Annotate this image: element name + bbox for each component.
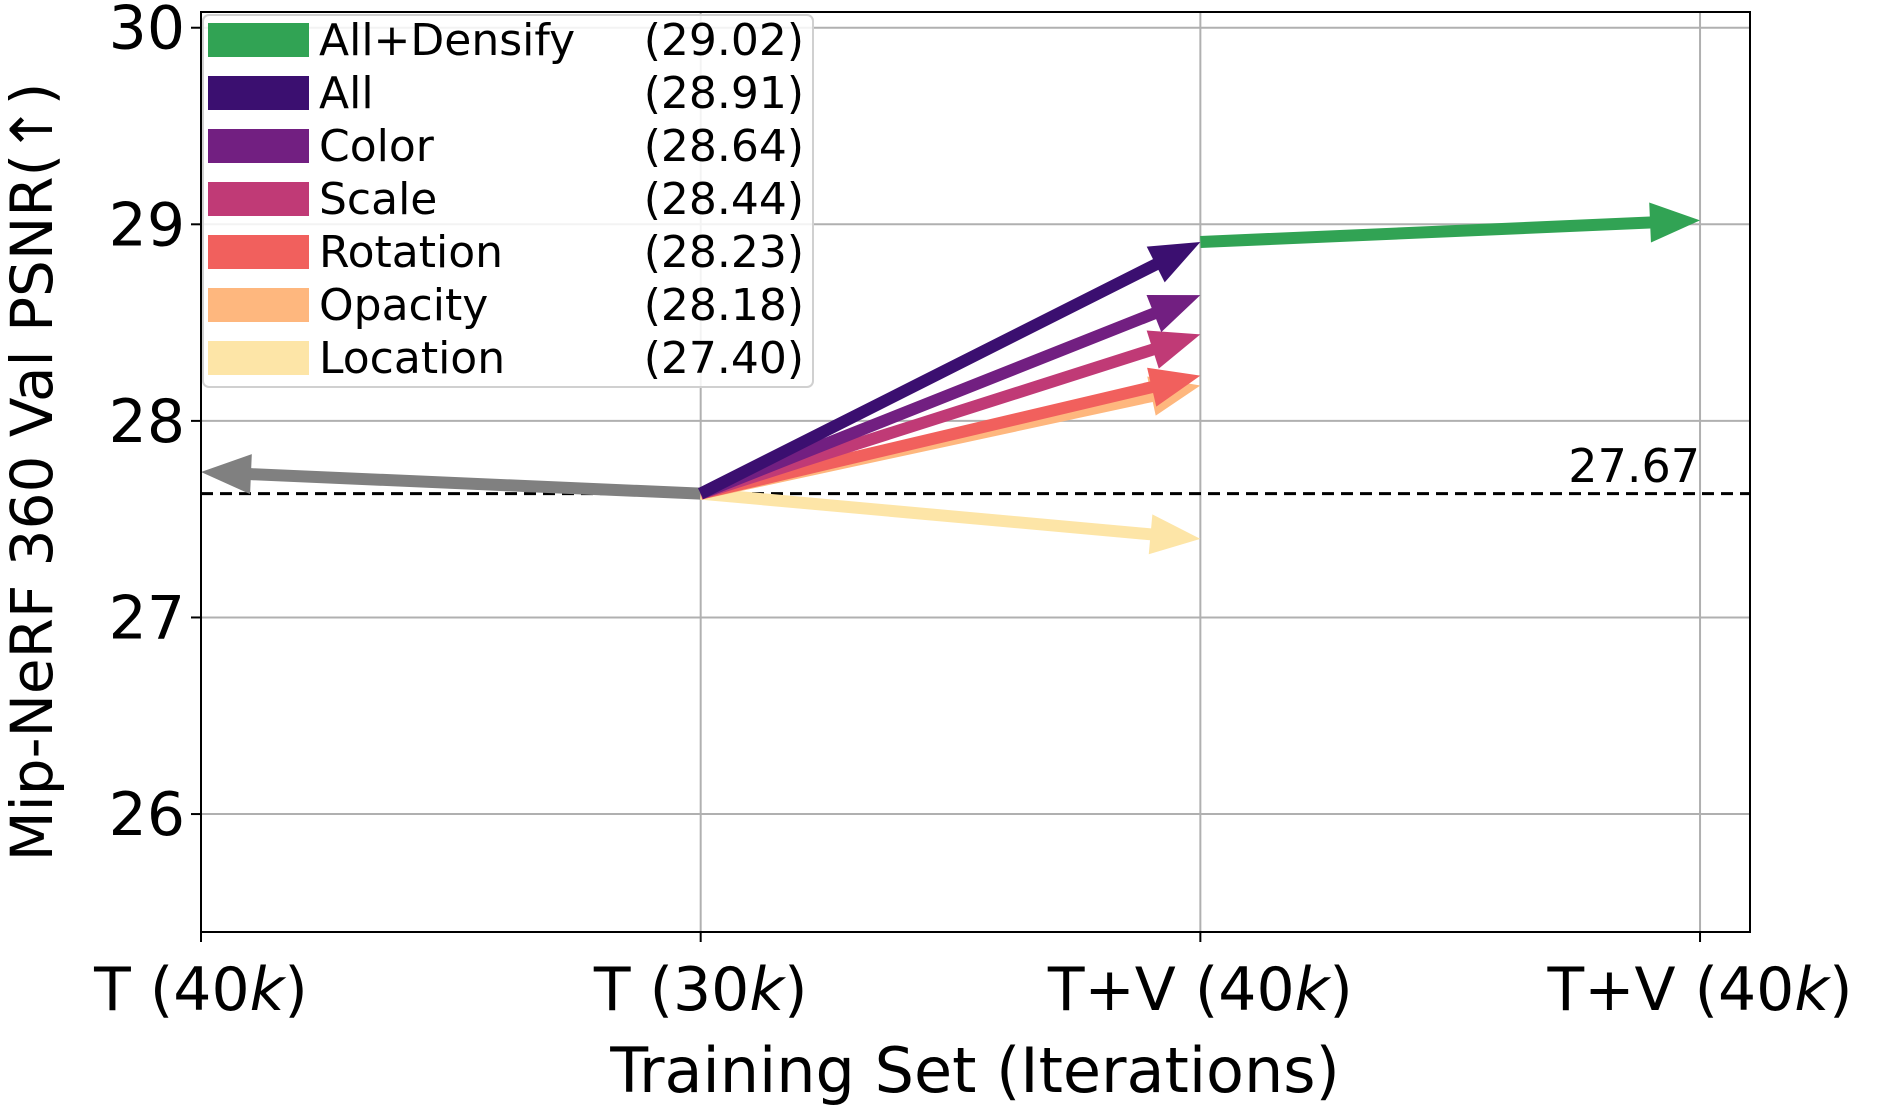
x-tick-k: k — [749, 955, 786, 1025]
arrow-all-densify — [1200, 202, 1701, 248]
legend-swatch — [208, 288, 309, 322]
legend-swatch — [208, 76, 309, 110]
x-tick-k: k — [250, 955, 287, 1025]
legend-swatch — [208, 129, 309, 163]
legend-value: (29.02) — [644, 15, 804, 66]
legend-swatch — [208, 235, 309, 269]
legend-value: (27.40) — [644, 333, 804, 384]
y-tick-label: 29 — [109, 190, 185, 260]
arrow-scale — [698, 330, 1201, 500]
x-tick-text: ) — [284, 955, 307, 1025]
legend-value: (28.64) — [644, 121, 804, 172]
y-tick-label: 27 — [109, 583, 185, 653]
legend-box — [202, 14, 814, 388]
x-axis-label: Training Set (Iterations) — [609, 1034, 1340, 1107]
arrows — [201, 202, 1750, 555]
x-tick-label: T (40k) — [93, 955, 308, 1025]
legend-label: Scale — [319, 174, 437, 225]
y-tick-label: 28 — [109, 387, 185, 457]
legend-value: (28.91) — [644, 68, 804, 119]
y-axis-label: Mip-NeRF 360 Val PSNR(↑) — [0, 83, 66, 862]
x-tick-label: T (30k) — [593, 955, 808, 1025]
x-tick-k: k — [1295, 955, 1332, 1025]
y-tick-label: 30 — [109, 0, 185, 64]
arrow-color — [698, 294, 1201, 500]
legend: All+Densify (29.02) All (28.91) Color (28.64)… — [202, 14, 814, 388]
legend-label: Color — [319, 121, 435, 172]
legend-label: Location — [319, 333, 505, 384]
x-tick-label: T+V (40k) — [1047, 955, 1353, 1025]
x-tick-k: k — [1794, 955, 1831, 1025]
legend-swatch — [208, 182, 309, 216]
x-tick-text: T (30 — [593, 955, 749, 1025]
legend-value: (28.23) — [644, 227, 804, 278]
x-tick-text: ) — [1329, 955, 1352, 1025]
x-tick-text: T+V (40 — [1547, 955, 1795, 1025]
arrow-rotation — [699, 367, 1201, 500]
legend-swatch — [208, 23, 309, 57]
legend-label: All+Densify — [319, 15, 575, 66]
legend-swatch — [208, 341, 309, 375]
x-tick-text: ) — [1829, 955, 1852, 1025]
baseline-label: 27.67 — [1568, 439, 1700, 493]
x-tick-text: ) — [784, 955, 807, 1025]
arrow-location — [700, 487, 1201, 555]
legend-label: All — [319, 68, 374, 119]
y-ticks: 26 27 28 29 30 — [109, 0, 201, 850]
legend-value: (28.18) — [644, 280, 804, 331]
baseline-arrow — [201, 454, 701, 500]
legend-label: Rotation — [319, 227, 503, 278]
legend-label: Opacity — [319, 280, 488, 331]
plot-frame — [200, 11, 1751, 933]
x-tick-text: T (40 — [93, 955, 249, 1025]
y-tick-label: 26 — [109, 780, 185, 850]
legend-value: (28.44) — [644, 174, 804, 225]
arrow-all — [697, 242, 1201, 499]
x-ticks: T (40k) T (30k) T+V (40k) T+V (40k) — [93, 932, 1853, 1025]
x-tick-label: T+V (40k) — [1547, 955, 1853, 1025]
x-tick-text: T+V (40 — [1047, 955, 1295, 1025]
